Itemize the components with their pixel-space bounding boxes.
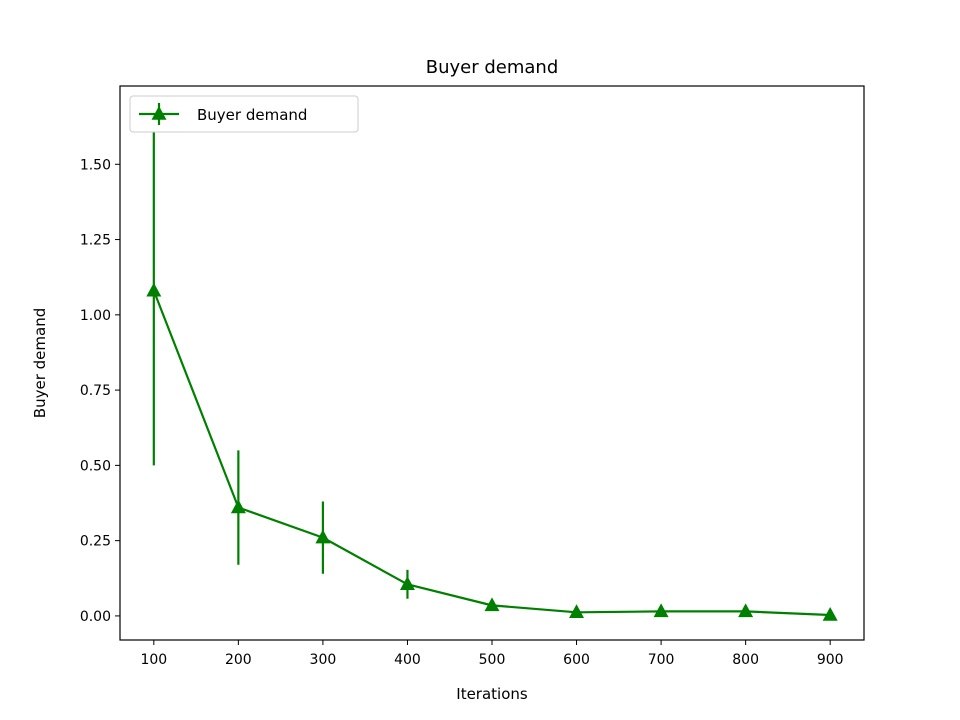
y-tick-label: 0.75	[80, 383, 111, 399]
x-tick-label: 800	[732, 652, 759, 668]
data-point	[146, 282, 162, 297]
x-tick-label: 500	[479, 652, 506, 668]
y-tick-label: 1.50	[80, 157, 111, 173]
data-point	[569, 604, 585, 619]
y-tick-label: 1.00	[80, 308, 111, 324]
x-tick-label: 400	[394, 652, 421, 668]
y-axis-label: Buyer demand	[31, 308, 49, 418]
legend: Buyer demand	[129, 95, 359, 133]
data-point	[738, 603, 754, 618]
x-axis: 100 200 300 400 500 600 700 800 900	[140, 640, 844, 668]
series-line	[152, 290, 831, 617]
x-tick-label: 100	[140, 652, 167, 668]
chart-title: Buyer demand	[426, 57, 559, 78]
x-tick-label: 300	[310, 652, 337, 668]
y-tick-label: 1.25	[80, 233, 111, 249]
legend-box	[129, 95, 359, 133]
data-point	[822, 606, 838, 621]
data-marks	[146, 116, 838, 621]
legend-label: Buyer demand	[197, 106, 307, 124]
y-tick-label: 0.00	[80, 609, 111, 625]
y-tick-label: 0.25	[80, 534, 111, 550]
data-point	[653, 603, 669, 618]
y-tick-label: 0.50	[80, 458, 111, 474]
x-axis-label: Iterations	[456, 685, 528, 703]
data-point	[230, 499, 246, 514]
y-axis: 0.00 0.25 0.50 0.75 1.00 1.25 1.50	[80, 157, 120, 625]
plot-area	[119, 85, 865, 641]
x-tick-label: 900	[817, 652, 844, 668]
x-tick-label: 600	[563, 652, 590, 668]
x-tick-label: 700	[648, 652, 675, 668]
x-tick-label: 200	[225, 652, 252, 668]
data-point	[484, 597, 500, 612]
data-point	[399, 576, 415, 591]
plot-frame	[119, 85, 865, 641]
data-point	[315, 529, 331, 544]
